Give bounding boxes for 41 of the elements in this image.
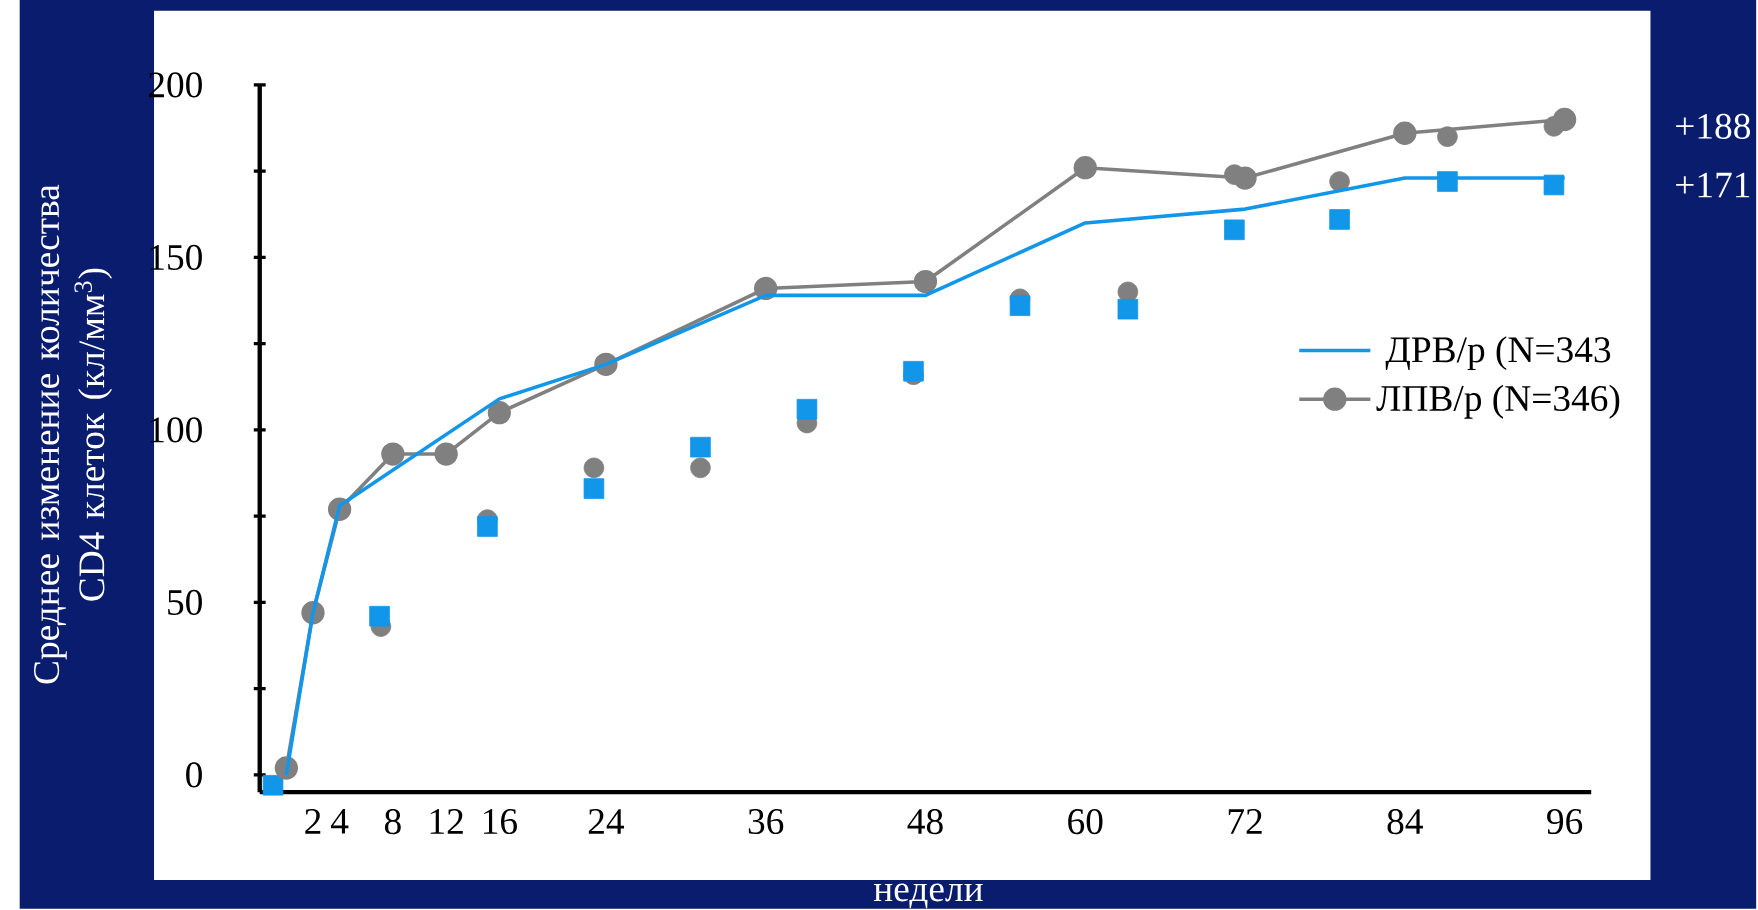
x-tick-label: 96 [1547,808,1583,834]
point [369,605,390,627]
point [1009,295,1031,316]
x-tick-label: 16 [483,808,517,834]
x-axis-title: недели [873,883,983,909]
x-tick-label: 2 [305,808,321,834]
point [1073,155,1097,180]
x-tick-label: 84 [1387,808,1423,835]
point [1393,121,1417,145]
point [583,478,605,499]
x-tick-label: 60 [1068,808,1103,835]
point [903,360,924,382]
x-tick-label: 8 [384,808,401,835]
point [477,516,498,537]
point [262,774,284,796]
legend-label: ДРВ/р (N=343 [1385,336,1611,370]
x-tick-label: 72 [1228,808,1262,834]
legend-label: ЛПВ/р (N=346) [1376,384,1620,419]
point [583,457,605,479]
point [1224,219,1245,240]
point [1233,166,1257,190]
point [1329,171,1350,192]
point [690,436,711,458]
x-tick-label: 36 [748,808,784,834]
point [690,457,711,479]
y-tick-label: 50 [168,589,202,615]
point [381,442,405,466]
point [796,398,818,420]
point [1552,107,1577,131]
annotation: +188 [1676,113,1751,139]
annotation: +171 [1676,172,1750,198]
point [434,442,458,466]
x-tick-label: 24 [588,808,625,834]
point [1117,298,1139,320]
x-tick-label: 48 [907,808,943,835]
point [487,400,512,425]
x-tick-label: 12 [430,808,463,834]
x-tick-label: 4 [331,808,349,834]
point [913,269,938,294]
y-tick-label: 0 [186,762,202,788]
point [1329,209,1350,230]
